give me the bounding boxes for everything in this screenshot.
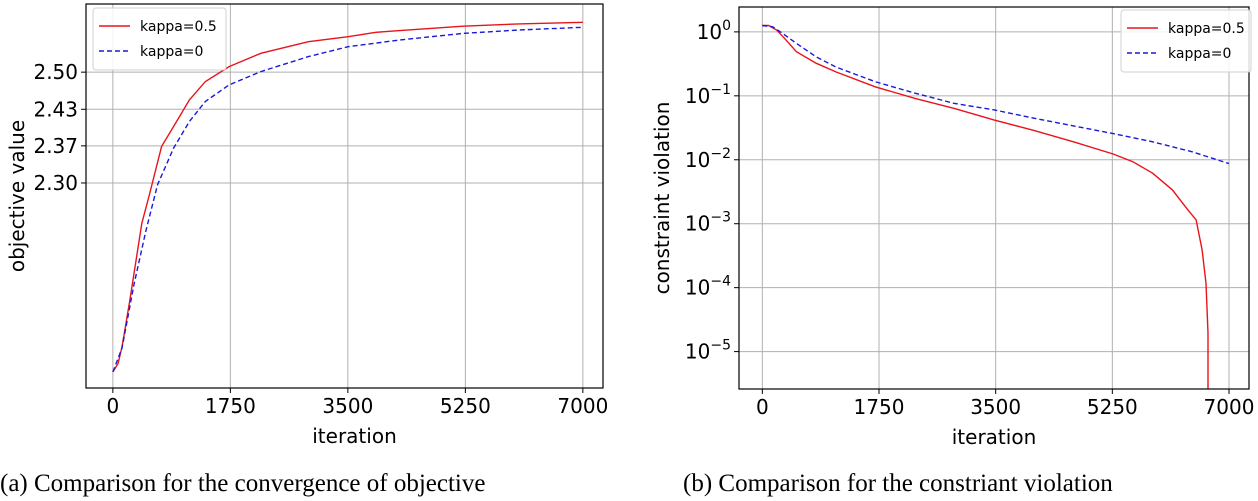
legend: kappa=0.5 kappa=0 bbox=[92, 7, 227, 71]
y-tick-exponent: 0 bbox=[722, 18, 731, 34]
y-tick-exponent: −1 bbox=[710, 82, 731, 98]
y-tick-base: 10 bbox=[685, 340, 710, 364]
caption-b: (b) Comparison for the constriant violat… bbox=[683, 470, 1113, 497]
x-tick-label: 7000 bbox=[557, 394, 608, 418]
x-tick-label: 7000 bbox=[1204, 395, 1255, 419]
legend: kappa=0.5 kappa=0 bbox=[1120, 9, 1252, 73]
x-tick-label: 5250 bbox=[1087, 395, 1138, 419]
caption-a: (a) Comparison for the convergence of ob… bbox=[0, 470, 486, 497]
legend-label: kappa=0.5 bbox=[140, 19, 217, 35]
y-tick-label: 2.30 bbox=[33, 171, 78, 195]
y-tick-base: 10 bbox=[685, 84, 710, 108]
y-axis-label: objective value bbox=[5, 120, 29, 272]
x-tick-label: 3500 bbox=[970, 395, 1021, 419]
x-tick-label: 3500 bbox=[322, 394, 373, 418]
x-axis-label: iteration bbox=[952, 425, 1037, 449]
legend-label: kappa=0 bbox=[1168, 46, 1231, 62]
series-line-kappa-0-5 bbox=[112, 21, 583, 373]
legend-box bbox=[92, 7, 227, 71]
y-tick-base: 10 bbox=[685, 212, 710, 236]
series-line-kappa-0-5 bbox=[762, 24, 1209, 389]
y-tick-base: 10 bbox=[685, 276, 710, 300]
y-tick-label: 10−1 bbox=[685, 82, 731, 108]
y-tick-exponent: −2 bbox=[710, 146, 731, 162]
y-tick-label: 2.37 bbox=[33, 134, 78, 158]
y-tick-base: 10 bbox=[685, 148, 710, 172]
x-tick-label: 1750 bbox=[205, 394, 256, 418]
axes-frame bbox=[738, 6, 1250, 390]
chart-panel-b: 0 1750 3500 5250 700010010−110−210−310−410−5… bbox=[650, 6, 1255, 449]
y-tick-label: 2.43 bbox=[33, 97, 78, 121]
axes-frame bbox=[85, 3, 604, 389]
x-tick-label: 0 bbox=[756, 395, 769, 419]
y-tick-label: 10−5 bbox=[685, 338, 731, 364]
y-tick-exponent: −3 bbox=[710, 210, 731, 226]
x-tick-label: 0 bbox=[106, 394, 119, 418]
x-tick-label: 1750 bbox=[854, 395, 905, 419]
y-tick-exponent: −4 bbox=[710, 274, 731, 290]
y-tick-label: 100 bbox=[697, 18, 731, 44]
y-tick-label: 10−4 bbox=[685, 274, 731, 300]
chart-panel-a: 0 1750 3500 5250 7000 2.30 2.37 2.43 2.50 iterati… bbox=[5, 3, 608, 448]
x-axis-label: iteration bbox=[312, 424, 397, 448]
y-tick-label: 10−2 bbox=[685, 146, 731, 172]
y-tick-label: 2.50 bbox=[33, 60, 78, 84]
legend-box bbox=[1120, 9, 1252, 73]
y-axis-label: constraint violation bbox=[650, 102, 674, 295]
legend-label: kappa=0.5 bbox=[1168, 21, 1245, 37]
x-tick-label: 5250 bbox=[440, 394, 491, 418]
y-tick-exponent: −5 bbox=[710, 338, 731, 354]
y-tick-label: 10−3 bbox=[685, 210, 731, 236]
legend-label: kappa=0 bbox=[140, 44, 203, 60]
y-tick-base: 10 bbox=[697, 20, 722, 44]
